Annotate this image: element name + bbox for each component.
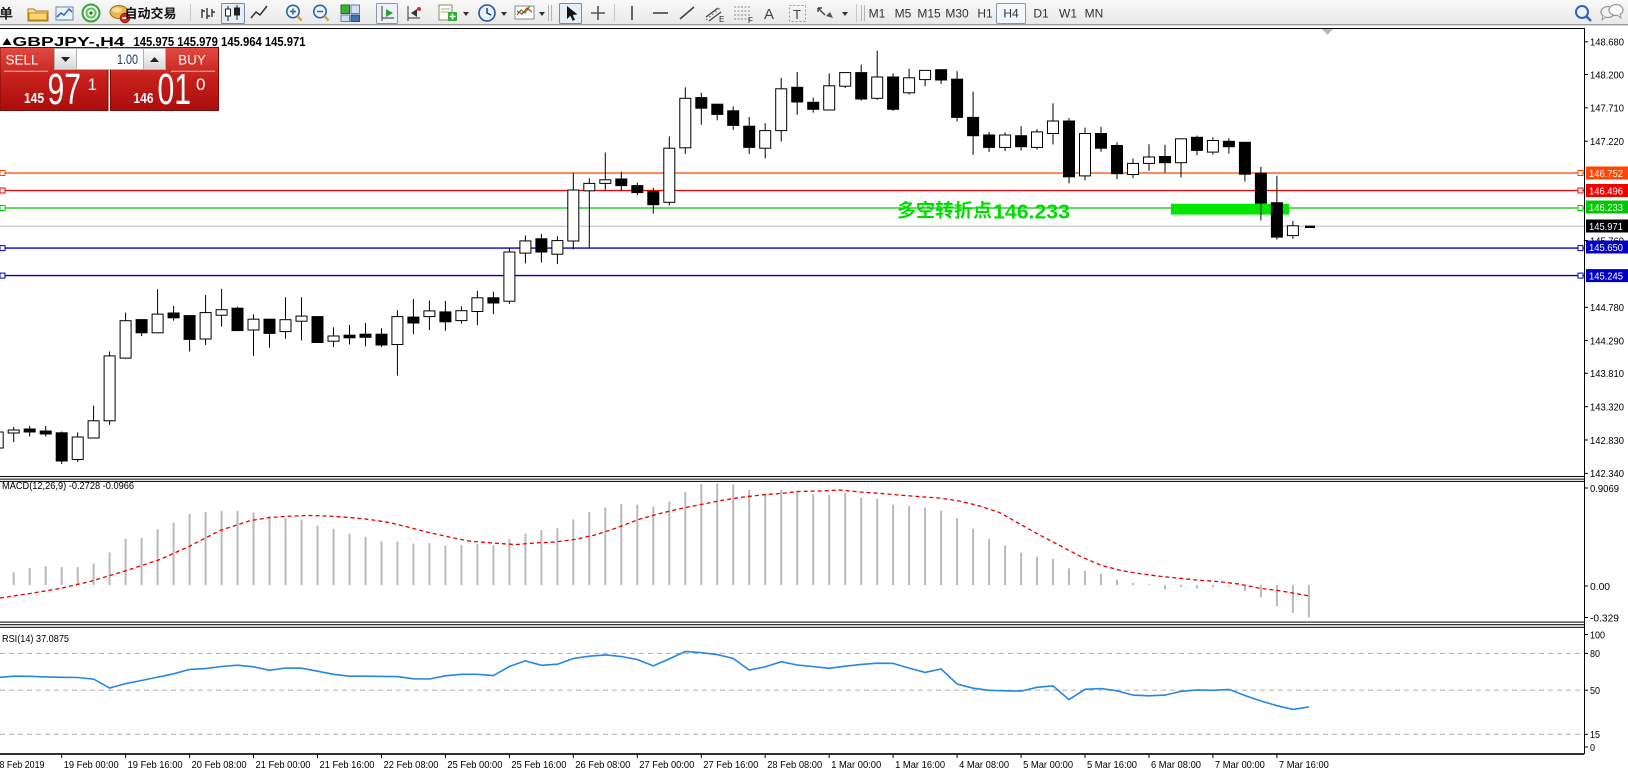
svg-text:M5: M5 [895, 7, 912, 21]
svg-text:5 Mar 00:00: 5 Mar 00:00 [1023, 759, 1073, 771]
svg-text:D1: D1 [1033, 7, 1049, 21]
svg-text:20 Feb 08:00: 20 Feb 08:00 [192, 759, 247, 771]
svg-text:-0.329: -0.329 [1590, 612, 1619, 624]
svg-text:25 Feb 16:00: 25 Feb 16:00 [511, 759, 566, 771]
svg-text:19 Feb 00:00: 19 Feb 00:00 [64, 759, 119, 771]
svg-text:28 Feb 08:00: 28 Feb 08:00 [767, 759, 822, 771]
svg-text:146: 146 [134, 91, 154, 107]
svg-text:145.975 145.979 145.964 145.97: 145.975 145.979 145.964 145.971 [134, 35, 306, 49]
svg-text:148.200: 148.200 [1590, 69, 1624, 81]
svg-text:H4: H4 [1003, 7, 1019, 21]
svg-text:21 Feb 00:00: 21 Feb 00:00 [256, 759, 311, 771]
svg-text:97: 97 [48, 65, 82, 114]
svg-text:6 Mar 08:00: 6 Mar 08:00 [1151, 759, 1201, 771]
svg-text:7 Mar 00:00: 7 Mar 00:00 [1215, 759, 1265, 771]
svg-text:RSI(14) 37.0875: RSI(14) 37.0875 [2, 633, 69, 645]
svg-text:142.340: 142.340 [1590, 468, 1624, 480]
svg-text:T: T [793, 7, 801, 22]
svg-text:100: 100 [1590, 629, 1605, 641]
svg-text:4 Mar 08:00: 4 Mar 08:00 [959, 759, 1009, 771]
svg-text:22 Feb 08:00: 22 Feb 08:00 [384, 759, 439, 771]
svg-text:SELL: SELL [5, 53, 39, 68]
svg-text:A: A [764, 6, 774, 23]
svg-text:0.9069: 0.9069 [1590, 483, 1619, 495]
svg-text:146.233: 146.233 [1589, 202, 1623, 214]
svg-text:148.680: 148.680 [1590, 37, 1624, 49]
svg-text:143.320: 143.320 [1590, 402, 1624, 414]
svg-text:145.245: 145.245 [1589, 271, 1623, 283]
svg-text:MN: MN [1085, 7, 1104, 21]
svg-text:146.752: 146.752 [1589, 168, 1623, 180]
svg-text:0: 0 [1590, 742, 1595, 754]
svg-text:142.830: 142.830 [1590, 435, 1624, 447]
svg-text:144.290: 144.290 [1590, 335, 1624, 347]
svg-text:143.810: 143.810 [1590, 368, 1624, 380]
svg-text:146.496: 146.496 [1589, 186, 1623, 198]
svg-text:M30: M30 [945, 7, 969, 21]
svg-text:M15: M15 [917, 7, 941, 21]
svg-text:H1: H1 [977, 7, 993, 21]
svg-text:1 Mar 16:00: 1 Mar 16:00 [895, 759, 945, 771]
svg-text:M1: M1 [869, 7, 886, 21]
svg-text:27 Feb 00:00: 27 Feb 00:00 [639, 759, 694, 771]
svg-text:1.00: 1.00 [117, 51, 138, 67]
svg-text:147.710: 147.710 [1590, 103, 1624, 115]
svg-text:147.220: 147.220 [1590, 136, 1624, 148]
svg-text:1 Mar 00:00: 1 Mar 00:00 [831, 759, 881, 771]
svg-text:145: 145 [24, 91, 44, 107]
svg-text:80: 80 [1590, 648, 1600, 660]
svg-text:01: 01 [158, 65, 192, 114]
svg-text:W1: W1 [1059, 7, 1077, 21]
svg-text:7 Mar 16:00: 7 Mar 16:00 [1279, 759, 1329, 771]
svg-text:5 Mar 16:00: 5 Mar 16:00 [1087, 759, 1137, 771]
svg-text:50: 50 [1590, 685, 1600, 697]
svg-text:25 Feb 00:00: 25 Feb 00:00 [447, 759, 502, 771]
svg-text:0.00: 0.00 [1590, 581, 1610, 593]
svg-text:144.780: 144.780 [1590, 302, 1624, 314]
svg-text:145.650: 145.650 [1589, 242, 1623, 254]
svg-text:18 Feb 2019: 18 Feb 2019 [0, 759, 45, 771]
svg-text:E: E [719, 15, 724, 24]
svg-text:F: F [748, 16, 753, 25]
svg-text:145.971: 145.971 [1589, 221, 1623, 233]
svg-text:MACD(12,26,9) -0.2728 -0.0966: MACD(12,26,9) -0.2728 -0.0966 [2, 480, 134, 492]
svg-text:27 Feb 16:00: 27 Feb 16:00 [703, 759, 758, 771]
svg-text:26 Feb 08:00: 26 Feb 08:00 [575, 759, 630, 771]
svg-text:146.233: 146.233 [993, 202, 1070, 224]
svg-text:BUY: BUY [178, 53, 206, 68]
svg-text:GBPJPY-,H4: GBPJPY-,H4 [13, 34, 126, 49]
svg-text:19 Feb 16:00: 19 Feb 16:00 [128, 759, 183, 771]
svg-text:1: 1 [88, 75, 97, 94]
svg-text:21 Feb 16:00: 21 Feb 16:00 [320, 759, 375, 771]
svg-text:15: 15 [1590, 729, 1600, 741]
svg-text:0: 0 [196, 75, 205, 94]
